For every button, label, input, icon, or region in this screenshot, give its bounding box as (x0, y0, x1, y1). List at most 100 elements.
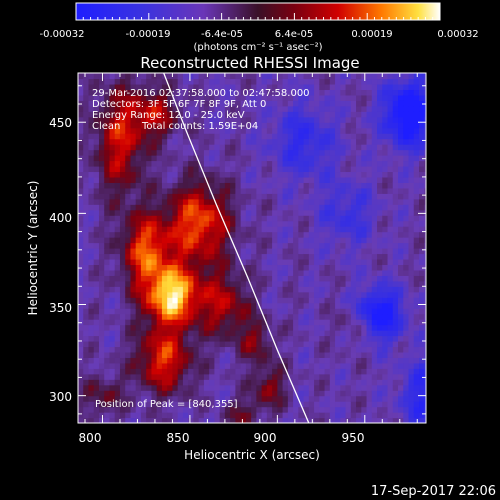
heatmap-cell (109, 264, 116, 271)
heatmap-cell (114, 242, 121, 249)
heatmap-cell (146, 258, 153, 266)
heatmap-cell (114, 160, 121, 167)
heatmap-cell (371, 319, 378, 326)
heatmap-cell (350, 149, 357, 156)
heatmap-cell (282, 187, 289, 194)
heatmap-cell (408, 237, 415, 244)
heatmap-cell (377, 78, 383, 85)
heatmap-cell (78, 165, 84, 173)
heatmap-cell (224, 111, 231, 118)
heatmap-cell (272, 264, 278, 271)
heatmap-cell (251, 111, 257, 118)
heatmap-cell (324, 116, 331, 123)
heatmap-cell (256, 176, 263, 183)
heatmap-cell (382, 330, 389, 337)
heatmap-cell (125, 231, 132, 238)
heatmap-cell (109, 269, 116, 276)
heatmap-cell (177, 176, 184, 183)
heatmap-cell (266, 198, 273, 205)
heatmap-cell (161, 122, 168, 129)
heatmap-cell (366, 412, 373, 419)
heatmap-cell (345, 149, 352, 156)
heatmap-cell (377, 346, 383, 353)
heatmap-cell (151, 330, 158, 337)
heatmap-cell (104, 253, 111, 260)
heatmap-cell (78, 171, 84, 178)
heatmap-cell (135, 357, 142, 364)
heatmap-cell (88, 253, 95, 260)
heatmap-cell (98, 335, 105, 342)
heatmap-cell (98, 275, 105, 282)
heatmap-cell (329, 297, 336, 304)
heatmap-cell (177, 412, 184, 419)
heatmap-cell (188, 412, 195, 419)
heatmap-cell (293, 231, 299, 238)
heatmap-cell (345, 138, 352, 145)
heatmap-cell (329, 133, 336, 140)
heatmap-cell (135, 373, 142, 380)
heatmap-cell (98, 100, 105, 107)
heatmap-cell (93, 379, 100, 386)
heatmap-cell (366, 144, 373, 151)
heatmap-cell (245, 297, 252, 304)
heatmap-cell (266, 357, 273, 364)
heatmap-cell (93, 226, 100, 233)
heatmap-cell (345, 237, 352, 244)
heatmap-cell (251, 187, 257, 194)
heatmap-cell (371, 198, 378, 205)
heatmap-cell (329, 373, 336, 380)
heatmap-cell (303, 390, 310, 397)
heatmap-cell (282, 127, 289, 134)
heatmap-cell (135, 116, 142, 123)
heatmap-cell (377, 198, 383, 205)
heatmap-cell (240, 335, 247, 342)
heatmap-cell (214, 335, 221, 342)
heatmap-cell (177, 171, 184, 178)
heatmap-cell (188, 417, 195, 423)
heatmap-cell (340, 220, 347, 227)
heatmap-cell (277, 187, 284, 194)
heatmap-cell (272, 138, 278, 145)
heatmap-cell (298, 176, 305, 183)
heatmap-cell (156, 253, 163, 260)
heatmap-cell (335, 187, 341, 194)
heatmap-cell (78, 78, 84, 85)
heatmap-cell (272, 215, 278, 222)
heatmap-cell (83, 379, 90, 386)
heatmap-cell (219, 357, 226, 364)
heatmap-cell (350, 73, 357, 80)
heatmap-cell (256, 390, 263, 397)
heatmap-cell (240, 144, 247, 151)
heatmap-cell (335, 226, 341, 233)
heatmap-cell (125, 116, 132, 123)
heatmap-cell (130, 171, 137, 178)
heatmap-cell (88, 237, 95, 244)
heatmap-cell (230, 155, 236, 162)
heatmap-cell (98, 384, 105, 391)
heatmap-cell (329, 144, 336, 151)
heatmap-cell (214, 187, 221, 194)
heatmap-cell (356, 390, 362, 397)
heatmap-cell (408, 231, 415, 238)
heatmap-cell (140, 335, 147, 342)
heatmap-cell (256, 280, 263, 287)
heatmap-cell (387, 384, 394, 391)
heatmap-cell (272, 127, 278, 134)
heatmap-cell (235, 83, 242, 91)
heatmap-cell (114, 187, 121, 194)
heatmap-cell (230, 105, 236, 112)
heatmap-cell (350, 351, 357, 358)
heatmap-cell (240, 78, 247, 85)
heatmap-cell (392, 395, 399, 402)
heatmap-cell (161, 275, 168, 282)
heatmap-cell (277, 220, 284, 227)
heatmap-cell (293, 73, 299, 80)
heatmap-cell (135, 144, 142, 151)
heatmap-cell (177, 155, 184, 162)
heatmap-cell (198, 83, 205, 91)
heatmap-cell (345, 220, 352, 227)
heatmap-cell (93, 324, 100, 331)
heatmap-cell (308, 155, 315, 162)
heatmap-cell (392, 220, 399, 227)
heatmap-cell (335, 258, 341, 266)
